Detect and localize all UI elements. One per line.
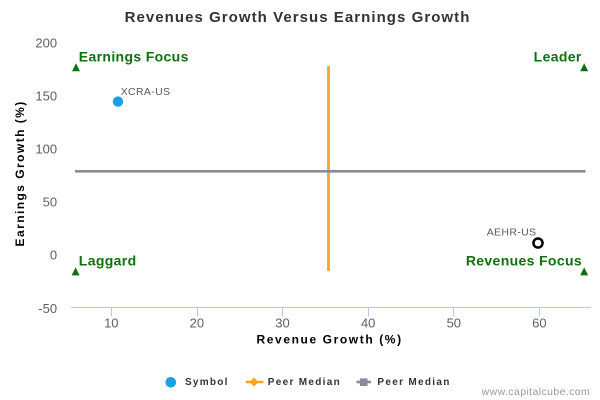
svg-text:Peer Median: Peer Median: [268, 377, 341, 388]
svg-text:Peer Median: Peer Median: [377, 377, 450, 388]
svg-text:100: 100: [35, 142, 57, 157]
svg-text:AEHR-US: AEHR-US: [487, 227, 537, 239]
svg-text:Symbol: Symbol: [185, 377, 229, 388]
svg-text:50: 50: [447, 315, 461, 330]
svg-text:XCRA-US: XCRA-US: [121, 86, 171, 98]
svg-text:0: 0: [50, 248, 57, 263]
svg-text:20: 20: [190, 315, 204, 330]
svg-text:200: 200: [35, 36, 57, 51]
svg-text:Revenues Focus: Revenues Focus: [466, 252, 582, 268]
svg-text:40: 40: [361, 315, 375, 330]
svg-text:Revenue Growth (%): Revenue Growth (%): [257, 332, 403, 346]
svg-text:Earnings Focus: Earnings Focus: [79, 48, 189, 64]
svg-text:Earnings Growth (%): Earnings Growth (%): [13, 100, 27, 246]
svg-text:Laggard: Laggard: [79, 252, 137, 268]
svg-text:Leader: Leader: [534, 48, 582, 64]
svg-text:www.capitalcube.com: www.capitalcube.com: [481, 386, 591, 398]
svg-text:Revenues Growth Versus Earning: Revenues Growth Versus Earnings Growth: [125, 9, 471, 26]
svg-text:150: 150: [35, 89, 57, 104]
svg-text:60: 60: [532, 315, 546, 330]
svg-text:10: 10: [104, 315, 118, 330]
svg-text:-50: -50: [38, 301, 57, 316]
svg-text:30: 30: [275, 315, 289, 330]
svg-text:50: 50: [43, 195, 57, 210]
